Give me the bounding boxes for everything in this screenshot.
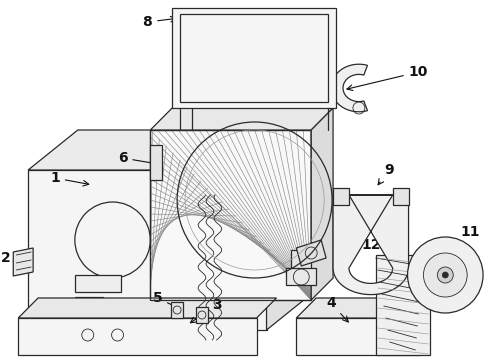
Polygon shape (267, 130, 316, 330)
Polygon shape (18, 318, 257, 355)
Polygon shape (18, 298, 276, 318)
Polygon shape (286, 268, 316, 285)
Polygon shape (150, 130, 311, 300)
Polygon shape (28, 170, 267, 330)
Text: 12: 12 (361, 238, 397, 257)
Polygon shape (333, 188, 349, 205)
Polygon shape (252, 192, 267, 205)
Polygon shape (331, 64, 368, 112)
Polygon shape (196, 307, 208, 323)
Text: 6: 6 (118, 151, 160, 166)
Polygon shape (392, 188, 409, 205)
Text: 8: 8 (143, 15, 176, 29)
Polygon shape (333, 195, 409, 294)
Polygon shape (75, 275, 121, 292)
Polygon shape (150, 145, 162, 180)
Text: 4: 4 (326, 296, 348, 322)
Text: 7: 7 (313, 238, 341, 254)
Polygon shape (75, 297, 102, 308)
Polygon shape (296, 318, 420, 355)
Polygon shape (150, 108, 333, 130)
Circle shape (442, 272, 448, 278)
Circle shape (408, 237, 483, 313)
Text: 3: 3 (191, 298, 221, 323)
Circle shape (438, 267, 453, 283)
Polygon shape (171, 302, 183, 318)
Polygon shape (13, 248, 33, 276)
Polygon shape (296, 298, 441, 318)
Polygon shape (376, 255, 430, 355)
Polygon shape (311, 108, 333, 300)
Text: 5: 5 (152, 291, 183, 310)
Text: 2: 2 (0, 251, 19, 265)
Text: 1: 1 (50, 171, 89, 186)
Polygon shape (172, 8, 336, 108)
Text: 10: 10 (347, 65, 428, 90)
Polygon shape (28, 130, 316, 170)
Text: 11: 11 (448, 225, 480, 248)
Circle shape (423, 253, 467, 297)
Text: 9: 9 (378, 163, 393, 185)
Polygon shape (296, 240, 326, 266)
Polygon shape (292, 250, 311, 275)
